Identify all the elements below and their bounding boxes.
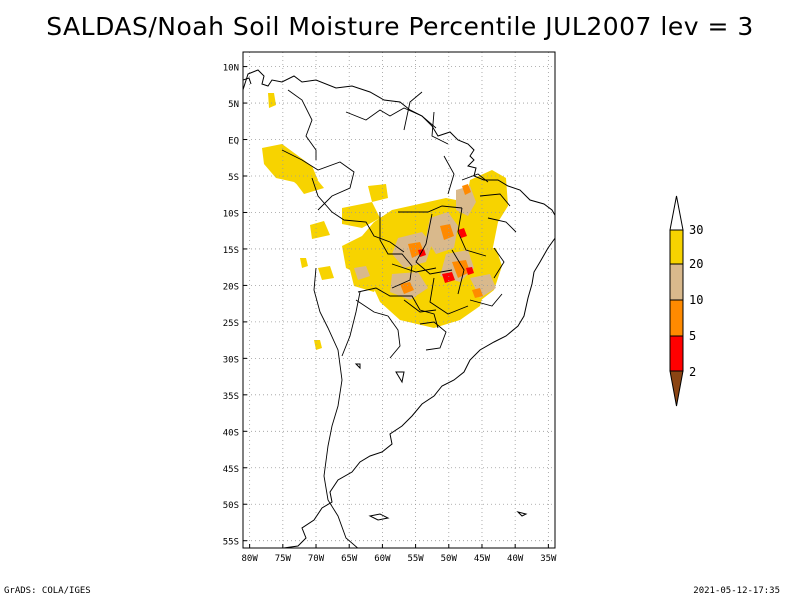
legend-label-5: 5: [689, 329, 696, 343]
lat-label: 45S: [223, 465, 239, 475]
lon-label: 70W: [308, 554, 325, 564]
lat-label: 5S: [228, 173, 239, 183]
lat-label: 30S: [223, 355, 239, 365]
map-border: [242, 51, 556, 549]
lon-label: 45W: [474, 554, 491, 564]
coastline: [243, 69, 555, 548]
legend-label-20: 20: [689, 257, 703, 271]
lon-label: 35W: [540, 554, 557, 564]
lat-label: 10S: [223, 209, 239, 219]
lat-label: 25S: [223, 319, 239, 329]
lat-label: 5N: [228, 100, 239, 110]
lat-lon-grid: [243, 52, 555, 548]
lat-label: 50S: [223, 501, 239, 511]
lat-label: 35S: [223, 392, 239, 402]
legend-swatch-20-30: [669, 229, 684, 265]
lat-label: 15S: [223, 246, 239, 256]
map-title: SALDAS/Noah Soil Moisture Percentile JUL…: [46, 12, 754, 41]
legend-arrow-bottom: [669, 370, 684, 407]
lat-label: EQ: [228, 137, 239, 147]
percentile-shading: [262, 93, 508, 350]
legend-swatch-10-20: [669, 263, 684, 301]
latitude-labels: 10N 5N EQ 5S 10S 15S 20S 25S 30S 35S 40S 45S 50S 55S: [223, 64, 247, 548]
legend-arrow-top: [669, 195, 684, 231]
lon-label: 50W: [441, 554, 458, 564]
longitude-labels: 80W 75W 70W 65W 60W 55W 50W 45W 40W 35W: [242, 544, 557, 564]
lon-label: 75W: [275, 554, 292, 564]
legend-label-30: 30: [689, 223, 703, 237]
lat-label: 20S: [223, 282, 239, 292]
legend-swatch-5-10: [669, 299, 684, 337]
legend-swatch-2-5: [669, 335, 684, 372]
footer-credit: GrADS: COLA/IGES: [4, 586, 91, 596]
country-borders: [281, 89, 517, 548]
footer-timestamp: 2021-05-12-17:35: [693, 586, 780, 596]
lon-label: 80W: [242, 554, 259, 564]
color-legend: 30 20 10 5 2: [669, 195, 703, 407]
lon-label: 40W: [507, 554, 524, 564]
lon-label: 60W: [374, 554, 391, 564]
legend-label-2: 2: [689, 365, 696, 379]
lon-label: 55W: [407, 554, 424, 564]
lon-label: 65W: [341, 554, 358, 564]
lat-label: 40S: [223, 428, 239, 438]
lat-label: 55S: [223, 538, 239, 548]
legend-label-10: 10: [689, 293, 703, 307]
lat-label: 10N: [223, 64, 239, 74]
